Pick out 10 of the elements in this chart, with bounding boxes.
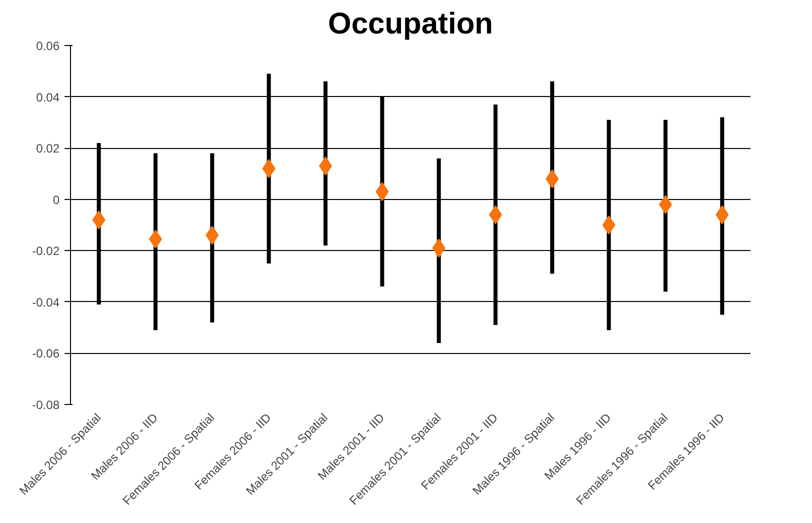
y-tick-label: 0.06	[36, 39, 60, 53]
y-tick-label: -0.02	[32, 244, 60, 258]
y-tick-label: -0.04	[32, 295, 60, 310]
y-tick-label: 0.04	[36, 90, 60, 104]
y-tick-label: 0.02	[36, 142, 60, 156]
y-tick-label: -0.06	[32, 346, 60, 361]
y-tick-label: -0.08	[32, 398, 60, 412]
point	[602, 216, 616, 234]
y-tick-label: 0	[52, 192, 60, 207]
chart-title: Occupation	[328, 8, 494, 40]
